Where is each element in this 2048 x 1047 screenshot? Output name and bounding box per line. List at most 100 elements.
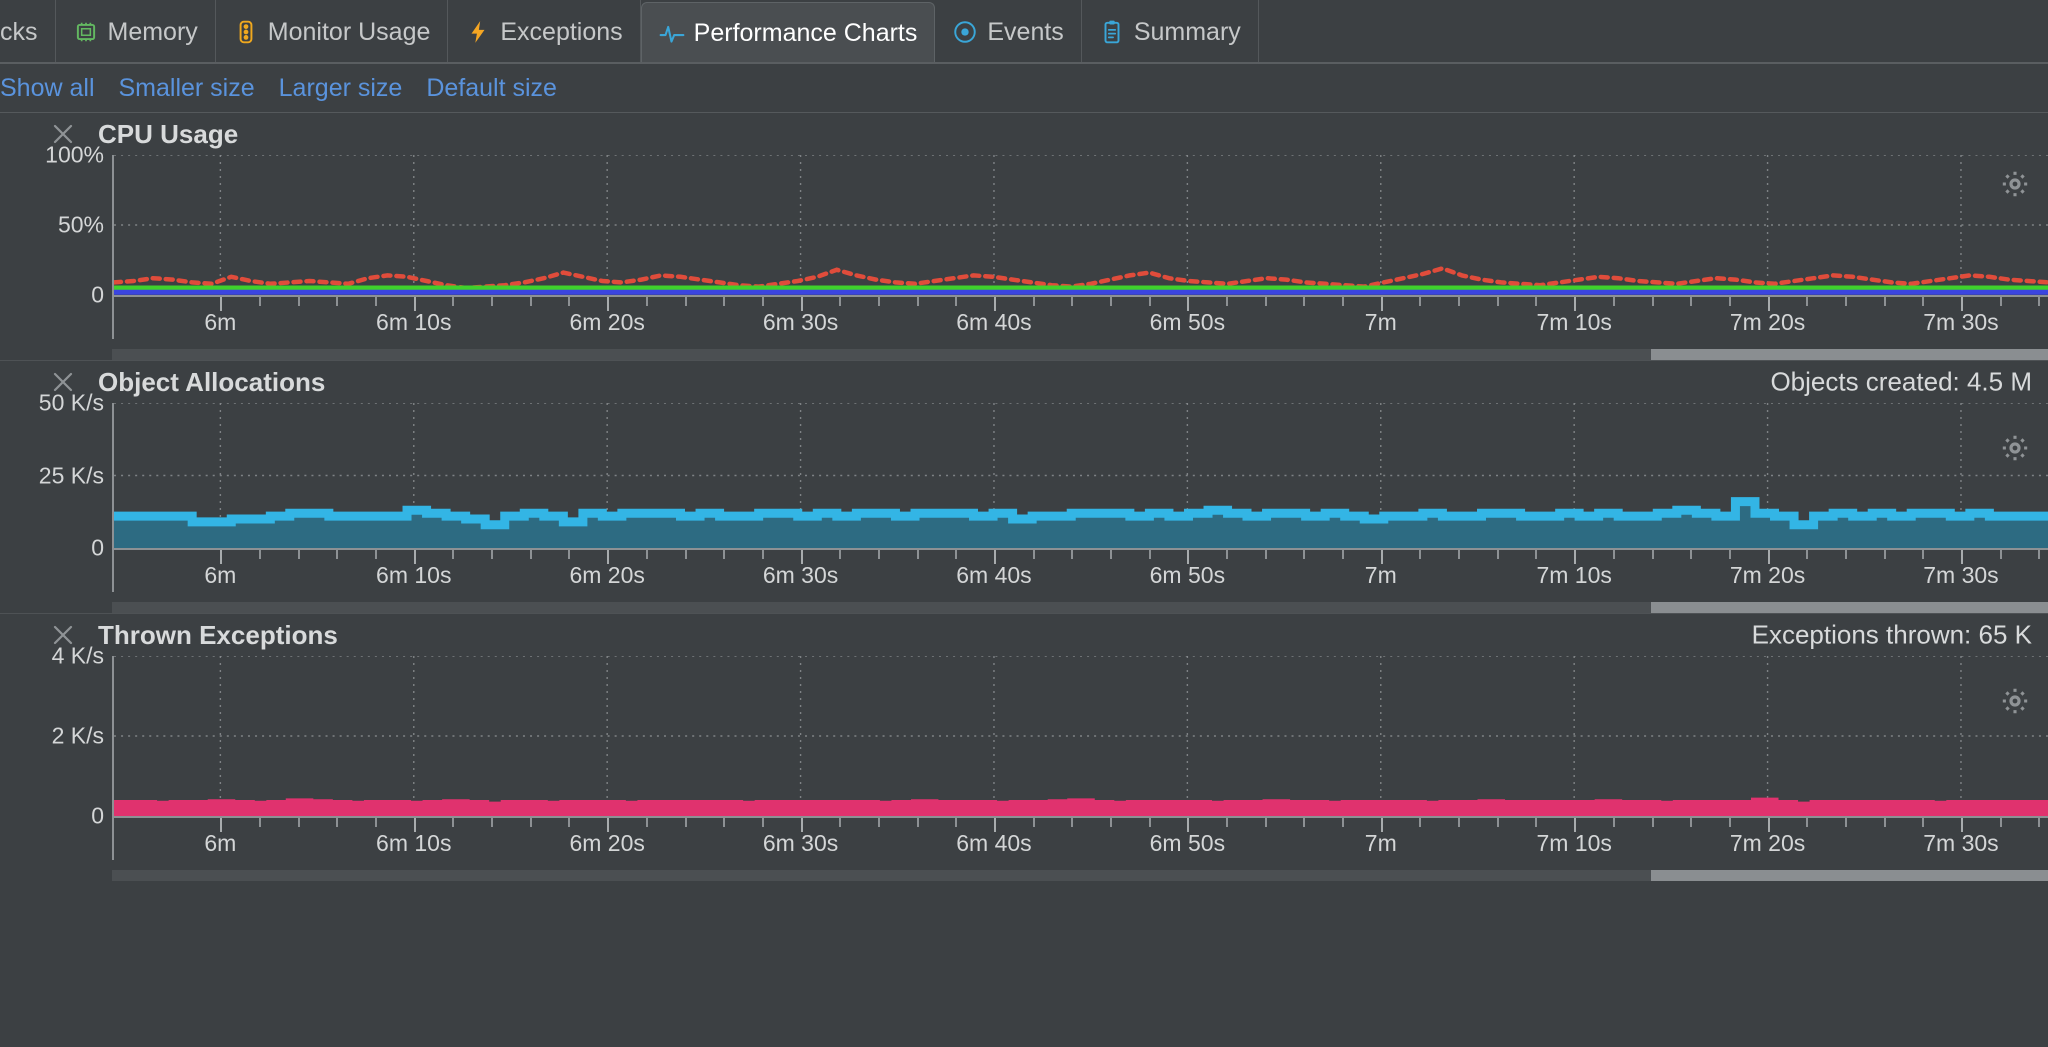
x-tick (1264, 297, 1267, 306)
y-tick-label: 50 K/s (38, 389, 104, 416)
x-tick (1458, 550, 1461, 559)
plot-row: 100% 50% 0 6m 6m 10s 6m 20s 6m 30s 6m 40s 6m 50s… (0, 142, 2048, 339)
x-tick (877, 550, 880, 559)
x-tick-label: 7m 10s (1536, 830, 1612, 856)
x-tick (1264, 818, 1267, 827)
chart-panel-thrown-exceptions: Thrown Exceptions Exceptions thrown: 65 K… (0, 614, 2048, 881)
x-tick (1226, 818, 1229, 827)
x-axis: 6m 6m 10s 6m 20s 6m 30s 6m 40s 6m 50s 7m 7m 10s… (114, 295, 2048, 339)
x-tick (684, 297, 687, 306)
x-tick (568, 818, 571, 827)
tab-bar: cks Memory Monitor Usage Exceptions Performa… (0, 0, 2048, 64)
plot-area[interactable]: 6m 6m 10s 6m 20s 6m 30s 6m 40s 6m 50s 7m 7m 10s… (112, 656, 2048, 860)
x-tick (297, 550, 300, 559)
chart-scrollbar[interactable] (112, 602, 2048, 613)
plot-canvas-object-allocations[interactable] (114, 403, 2048, 548)
x-tick (1535, 550, 1538, 559)
plot-area[interactable]: 6m 6m 10s 6m 20s 6m 30s 6m 40s 6m 50s 7m 7m 10s… (112, 155, 2048, 339)
gear-icon[interactable] (2000, 433, 2030, 463)
gear-icon[interactable] (2000, 169, 2030, 199)
x-tick (336, 297, 339, 306)
tab-exceptions[interactable]: Exceptions (448, 0, 641, 64)
x-tick-major (1380, 550, 1383, 564)
x-tick (684, 550, 687, 559)
chart-scrollbar[interactable] (112, 870, 2048, 881)
x-tick (297, 297, 300, 306)
x-tick (723, 818, 726, 827)
scrollbar-thumb[interactable] (1651, 349, 2048, 360)
link-smaller-size[interactable]: Smaller size (118, 73, 255, 102)
x-tick (529, 297, 532, 306)
x-tick (1496, 818, 1499, 827)
chart-stat: Objects created: 4.5 M (1770, 366, 2032, 397)
link-show-all[interactable]: Show all (0, 73, 95, 102)
x-tick (1303, 550, 1306, 559)
x-tick-label: 7m 30s (1923, 830, 1999, 856)
link-default-size[interactable]: Default size (426, 73, 557, 102)
x-tick (955, 550, 958, 559)
x-tick-major (800, 550, 803, 564)
tab-summary[interactable]: Summary (1082, 0, 1259, 64)
plot-canvas-cpu-usage[interactable] (114, 155, 2048, 295)
x-tick (1110, 818, 1112, 827)
x-tick (1071, 550, 1074, 559)
chart-scrollbar[interactable] (112, 349, 2048, 360)
x-tick-major (607, 297, 610, 311)
x-tick (1148, 550, 1151, 559)
scrollbar-thumb[interactable] (1651, 870, 2048, 881)
y-tick-label: 50% (57, 211, 104, 238)
x-tick-label: 6m 30s (762, 309, 839, 335)
x-tick (1148, 818, 1151, 827)
x-tick (1110, 297, 1112, 306)
x-axis-line (114, 295, 2048, 297)
x-tick (491, 550, 494, 559)
x-tick-label: 6m (204, 830, 237, 856)
gear-icon[interactable] (2000, 686, 2030, 716)
x-tick (1535, 297, 1538, 306)
tab-monitor-usage[interactable]: Monitor Usage (216, 0, 449, 64)
tab-performance-charts[interactable]: Performance Charts (640, 2, 936, 64)
plot-area[interactable]: 6m 6m 10s 6m 20s 6m 30s 6m 40s 6m 50s 7m 7m 10s… (112, 403, 2048, 592)
x-tick (684, 818, 687, 827)
x-tick (568, 297, 571, 306)
close-icon[interactable] (52, 123, 74, 145)
x-tick-label: 6m 50s (1149, 562, 1226, 588)
close-icon[interactable] (52, 371, 74, 393)
tab-label: Monitor Usage (267, 17, 431, 46)
link-larger-size[interactable]: Larger size (278, 73, 403, 102)
x-tick (491, 297, 494, 306)
x-tick (1999, 550, 2002, 559)
x-tick-major (1380, 297, 1383, 311)
tab-memory[interactable]: Memory (56, 0, 216, 64)
x-tick (877, 818, 880, 827)
chart-stat: Exceptions thrown: 65 K (1751, 619, 2032, 650)
panel-divider (0, 613, 2048, 614)
tab-events[interactable]: Events (935, 0, 1082, 64)
x-tick-major (1380, 818, 1383, 832)
scrollbar-thumb[interactable] (1651, 602, 2048, 613)
close-icon[interactable] (52, 624, 74, 646)
x-tick (1728, 550, 1731, 559)
x-tick (1032, 550, 1035, 559)
tab-stacks[interactable]: cks (0, 0, 56, 64)
chart-title: Thrown Exceptions (98, 619, 338, 650)
x-tick-major (413, 818, 416, 832)
x-tick-major (413, 550, 416, 564)
x-tick-major (1960, 297, 1963, 311)
x-tick (1342, 550, 1345, 559)
x-tick-major (1574, 297, 1577, 311)
x-tick (1883, 297, 1886, 306)
x-tick (723, 297, 726, 306)
x-tick-label: 6m 30s (762, 562, 839, 588)
x-tick (1226, 550, 1229, 559)
plot-canvas-thrown-exceptions[interactable] (114, 656, 2048, 816)
x-tick (1032, 818, 1035, 827)
x-tick (2038, 818, 2041, 827)
x-tick (1651, 297, 1654, 306)
x-tick-major (1574, 818, 1577, 832)
x-tick (1806, 297, 1809, 306)
tab-label: Memory (107, 17, 198, 46)
x-tick-major (220, 550, 223, 564)
x-tick (916, 297, 919, 306)
x-tick (1806, 550, 1809, 559)
